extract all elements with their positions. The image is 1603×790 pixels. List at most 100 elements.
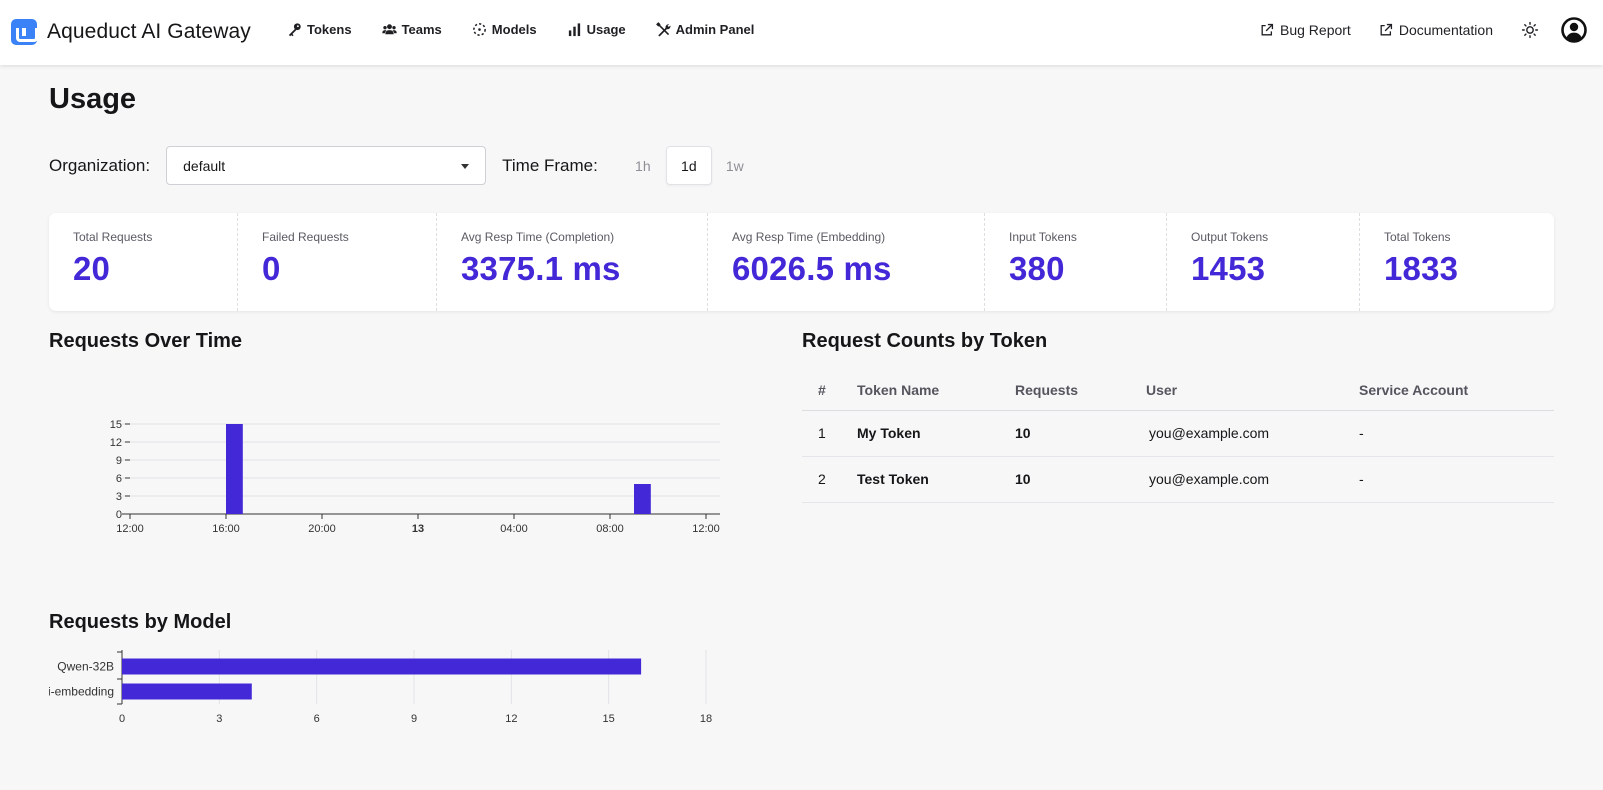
nav-item-tokens[interactable]: Tokens [287,22,352,37]
users-icon [381,24,397,35]
chart-bar [122,658,642,675]
request-counts-by-token-title: Request Counts by Token [802,330,1048,352]
cell-token-name: Test Token [857,456,1015,503]
stat-label: Output Tokens [1191,230,1269,244]
sun-icon [1521,21,1539,39]
nav-item-models[interactable]: Models [472,22,537,37]
timeframe-1d-button[interactable]: 1d [665,146,712,185]
cell-requests: 10 [1015,410,1146,457]
x-tick-label: 08:00 [596,523,624,535]
bar-chart-icon [568,23,580,37]
timeframe-toggle: 1h 1d 1w [620,146,758,185]
nav-item-label: Admin Panel [675,22,755,37]
y-tick-label: 6 [116,473,122,485]
cell-requests: 10 [1015,456,1146,503]
x-tick-label: 9 [411,713,417,725]
timeframe-1w-button[interactable]: 1w [725,157,744,174]
x-tick-label: 18 [700,713,712,725]
y-tick-label: 0 [116,509,122,521]
requests-by-model-title: Requests by Model [49,611,232,633]
timeframe-1h-button[interactable]: 1h [635,157,651,174]
page-title: Usage [49,83,137,115]
timeframe-label: Time Frame: [502,155,598,175]
organization-label: Organization: [49,155,151,175]
col-header-user[interactable]: User [1146,370,1359,411]
x-tick-label: 0 [119,713,125,725]
nav-item-label: Usage [586,22,626,37]
nav-item-admin-panel[interactable]: Admin Panel [655,22,755,37]
app-title: Aqueduct AI Gateway [47,20,251,43]
stat-value: 0 [262,250,281,287]
requests-over-time-chart: 0 3 6 9 12 15 12:00 16:00 20:00 13 04:00 08:00 12:00 [110,419,720,535]
caret-down-icon [461,164,470,169]
x-tick-label: 15 [603,713,615,725]
x-tick-label: 12 [505,713,517,725]
stat-label: Avg Resp Time (Embedding) [732,230,886,244]
x-tick-label: 3 [216,713,222,725]
cell-index: 1 [802,410,857,457]
stat-value: 20 [73,250,111,287]
cell-token-name: My Token [857,410,1015,457]
user-avatar-button[interactable] [1561,17,1587,43]
stat-total-tokens: Total Tokens 1833 [1360,213,1554,311]
stat-label: Input Tokens [1009,230,1077,244]
stat-output-tokens: Output Tokens 1453 [1167,213,1360,311]
y-tick-label: 9 [116,455,122,467]
model-icon [472,23,486,36]
external-link-icon [1261,23,1274,36]
nav-item-teams[interactable]: Teams [381,22,442,37]
x-tick-label: 6 [314,713,320,725]
nav-links: Tokens Teams Models Usage Admin Panel [287,22,784,37]
y-tick-label: 12 [110,437,122,449]
x-tick-label: 13 [412,523,424,535]
bug-report-link[interactable]: Bug Report [1260,22,1351,38]
table-header-row: # Token Name Requests User Service Accou… [802,370,1554,411]
stat-value: 380 [1009,250,1065,287]
col-header-service-account[interactable]: Service Account [1359,370,1554,411]
x-tick-label: 04:00 [500,523,528,535]
y-tick-label: 3 [116,491,122,503]
top-navbar: Aqueduct AI Gateway Tokens Teams Models … [0,0,1603,65]
filters-row: Organization: default Time Frame: 1h 1d … [49,146,758,185]
brand[interactable]: Aqueduct AI Gateway [11,19,251,45]
user-avatar-icon [1561,17,1587,43]
nav-item-label: Tokens [307,22,352,37]
y-tick-label: Qwen-32B [57,660,114,674]
y-tick-label: i-embedding [49,685,114,699]
x-tick-label: 20:00 [308,523,336,535]
stat-value: 6026.5 ms [732,250,892,287]
cell-index: 2 [802,456,857,503]
stat-avg-resp-completion: Avg Resp Time (Completion) 3375.1 ms [437,213,708,311]
col-header-index[interactable]: # [802,370,857,411]
tools-icon [655,22,671,37]
documentation-link[interactable]: Documentation [1379,22,1493,38]
external-link-icon [1380,23,1392,36]
table-row: 2 Test Token 10 you@example.com - [802,456,1554,503]
organization-select[interactable]: default [166,146,487,185]
stat-label: Total Requests [73,230,153,244]
requests-by-model-chart: 0 3 6 9 12 15 18 Qwen-32B i-embedding [49,650,712,725]
stat-label: Avg Resp Time (Completion) [461,230,615,244]
chart-bar [226,424,243,514]
col-header-requests[interactable]: Requests [1015,370,1146,411]
chart-bar [634,484,651,514]
cell-user: you@example.com [1146,456,1359,503]
stat-value: 3375.1 ms [461,250,621,287]
key-icon [288,23,301,37]
requests-over-time-title: Requests Over Time [49,330,243,352]
cell-service-account: - [1359,410,1554,457]
col-header-token-name[interactable]: Token Name [857,370,1015,411]
stats-bar: Total Requests 20 Failed Requests 0 Avg … [49,213,1554,311]
stat-failed-requests: Failed Requests 0 [238,213,437,311]
aqueduct-logo-icon [11,19,38,45]
theme-toggle-button[interactable] [1521,21,1539,39]
stat-value: 1453 [1191,250,1266,287]
nav-item-usage[interactable]: Usage [567,22,626,37]
nav-right: Bug Report Documentation [1260,17,1587,43]
bug-report-label: Bug Report [1280,22,1351,38]
stat-input-tokens: Input Tokens 380 [985,213,1167,311]
x-tick-label: 16:00 [212,523,240,535]
nav-item-label: Models [491,22,537,37]
stat-label: Failed Requests [262,230,349,244]
table-row: 1 My Token 10 you@example.com - [802,410,1554,457]
